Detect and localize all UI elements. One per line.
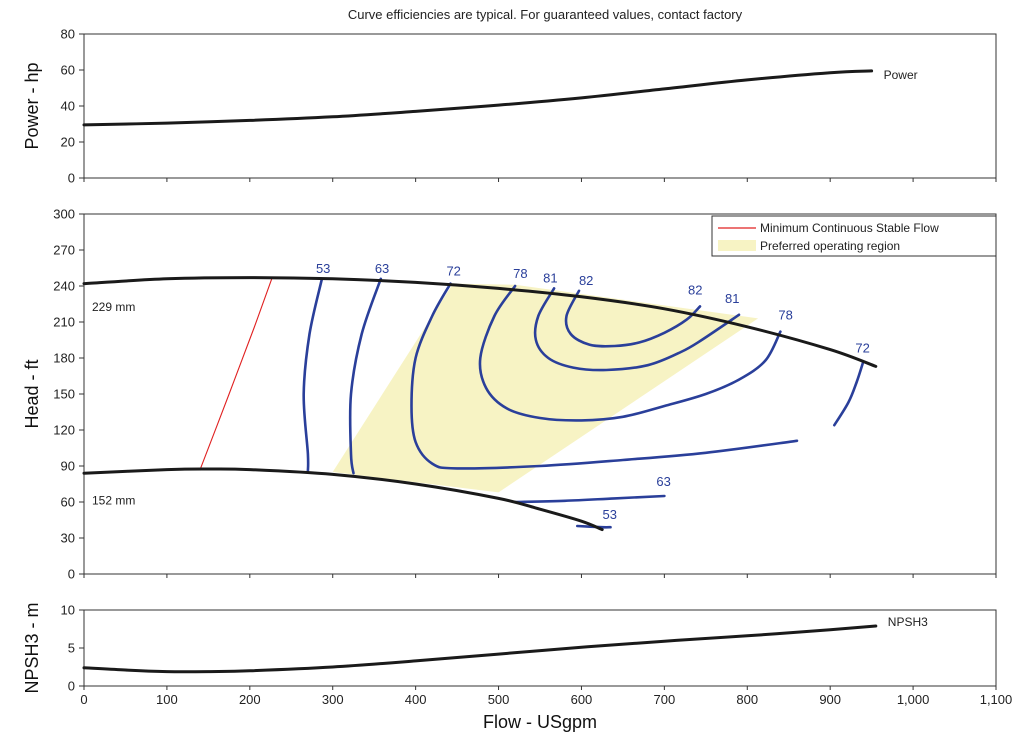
efficiency-contour-63 <box>348 277 383 475</box>
efficiency-contour-63 <box>513 494 666 504</box>
efficiency-label: 81 <box>543 270 557 285</box>
x-tick-label: 500 <box>488 692 510 707</box>
efficiency-label: 63 <box>375 261 389 276</box>
efficiency-contour-78 <box>478 284 782 422</box>
x-axis-label: Flow - USgpm <box>483 712 597 732</box>
efficiency-label: 72 <box>446 264 460 279</box>
chart-title: Curve efficiencies are typical. For guar… <box>348 7 743 22</box>
efficiency-label: 82 <box>579 273 593 288</box>
efficiency-contour-72 <box>410 282 799 470</box>
head-panel: 0 30 60 90 120 150 180 210 240 270 300 Head - ft 229… <box>22 207 997 582</box>
efficiency-contour-82 <box>564 289 702 348</box>
power-y-tick-label: 20 <box>61 135 75 150</box>
npsh-y-tick-label: 0 <box>68 679 75 694</box>
power-curve-label: Power <box>884 68 918 82</box>
efficiency-label: 63 <box>656 474 670 489</box>
legend-box <box>711 215 997 257</box>
legend-label-min-flow: Minimum Continuous Stable Flow <box>760 221 939 235</box>
power-panel: 0 20 40 60 80 Power - hp Power <box>22 27 997 186</box>
efficiency-label: 81 <box>725 291 739 306</box>
npsh-panel: 0 5 10 NPSH3 - m NPSH3 0 100 200 300 400 500 600 700… <box>22 602 1012 707</box>
npsh-plot-frame <box>83 609 997 687</box>
efficiency-label: 53 <box>602 507 616 522</box>
impeller-curve-229-mm <box>82 276 878 368</box>
efficiency-label: 78 <box>778 308 792 323</box>
x-tick-label: 1,000 <box>897 692 930 707</box>
legend: Minimum Continuous Stable Flow Preferred… <box>711 215 997 257</box>
power-y-axis-label: Power - hp <box>22 62 42 149</box>
power-y-tick-label: 40 <box>61 99 75 114</box>
min-continuous-stable-flow-line <box>199 277 273 470</box>
x-tick-label: 900 <box>819 692 841 707</box>
head-y-tick-label: 30 <box>61 531 75 546</box>
efficiency-label: 53 <box>316 261 330 276</box>
head-y-tick-label: 240 <box>53 279 75 294</box>
head-y-tick-label: 270 <box>53 243 75 258</box>
x-tick-label: 100 <box>156 692 178 707</box>
efficiency-contour-53 <box>576 524 612 529</box>
head-y-tick-label: 210 <box>53 315 75 330</box>
head-y-tick-label: 0 <box>68 567 75 582</box>
efficiency-contour-53 <box>302 277 324 473</box>
npsh-y-axis-label: NPSH3 - m <box>22 602 42 693</box>
legend-swatch-preferred-region <box>718 240 756 251</box>
x-tick-label: 700 <box>654 692 676 707</box>
preferred-operating-region <box>332 283 759 493</box>
efficiency-label: 78 <box>513 266 527 281</box>
impeller-label-152-mm: 152 mm <box>92 493 135 507</box>
x-tick-label: 800 <box>736 692 758 707</box>
head-y-tick-label: 180 <box>53 351 75 366</box>
x-tick-label: 1,100 <box>980 692 1013 707</box>
power-y-tick-label: 0 <box>68 171 75 186</box>
head-y-tick-label: 300 <box>53 207 75 222</box>
efficiency-contour-81 <box>533 287 741 372</box>
npsh-curve <box>82 624 878 674</box>
head-y-tick-label: 90 <box>61 459 75 474</box>
npsh-y-tick-label: 5 <box>68 641 75 656</box>
impeller-label-229-mm: 229 mm <box>92 300 135 314</box>
x-tick-label: 600 <box>571 692 593 707</box>
power-curve <box>82 69 874 127</box>
efficiency-label: 82 <box>688 282 702 297</box>
efficiency-contour-72 <box>833 360 865 427</box>
npsh-curve-label: NPSH3 <box>888 615 928 629</box>
power-y-tick-label: 60 <box>61 63 75 78</box>
head-y-tick-label: 120 <box>53 423 75 438</box>
x-tick-label: 0 <box>80 692 87 707</box>
head-y-tick-label: 60 <box>61 495 75 510</box>
npsh-y-tick-label: 10 <box>61 603 75 618</box>
power-y-tick-label: 80 <box>61 27 75 42</box>
head-y-axis-label: Head - ft <box>22 359 42 428</box>
impeller-curve-152-mm <box>82 467 604 532</box>
efficiency-label: 72 <box>855 341 869 356</box>
legend-label-preferred-region: Preferred operating region <box>760 239 900 253</box>
x-tick-label: 200 <box>239 692 261 707</box>
x-tick-label: 300 <box>322 692 344 707</box>
head-y-tick-label: 150 <box>53 387 75 402</box>
x-tick-label: 400 <box>405 692 427 707</box>
power-plot-frame <box>83 33 997 179</box>
